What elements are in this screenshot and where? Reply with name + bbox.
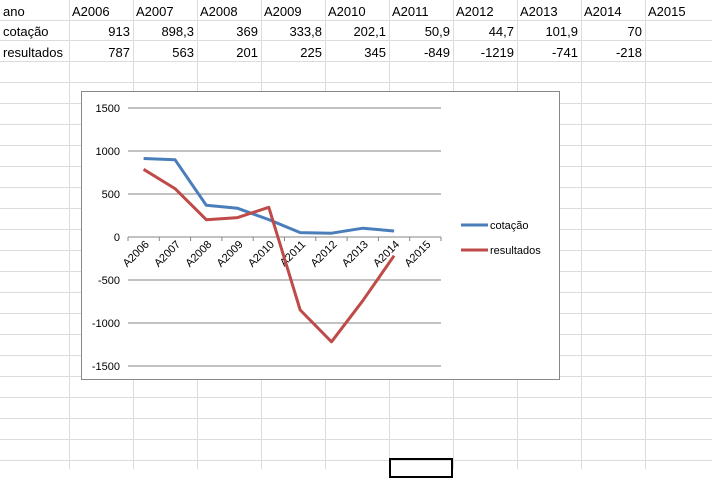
series-line-1 (142, 168, 396, 344)
value-cell[interactable]: 50,9 (424, 24, 450, 39)
value-cell[interactable]: -218 (615, 44, 642, 60)
value-cell[interactable]: 225 (300, 44, 322, 60)
value-cell[interactable]: 369 (236, 24, 258, 39)
y-tick-label: -1000 (92, 318, 120, 330)
value-cell[interactable]: 44,7 (488, 24, 514, 39)
value-cell[interactable]: 563 (172, 44, 194, 60)
value-cell[interactable]: 101,9 (545, 24, 578, 39)
line-chart[interactable]: 1500 1000 500 0 -500 -1000 -1500 A2006 A2007 A200… (81, 91, 560, 380)
row-gridline (0, 460, 712, 461)
value-cell[interactable]: -849 (423, 44, 450, 60)
row-gridline (0, 40, 712, 41)
x-tick-label: A2009 (215, 239, 246, 270)
series-line-0 (143, 157, 395, 235)
x-tick-label: A2015 (402, 239, 433, 270)
y-tick-label: 0 (114, 232, 120, 244)
row-gridline (0, 82, 712, 83)
x-tick-label: A2012 (309, 239, 340, 270)
header-cell[interactable]: A2013 (520, 3, 558, 19)
header-cell[interactable]: A2014 (584, 3, 622, 19)
value-cell[interactable] (645, 21, 712, 42)
value-cell[interactable]: 345 (364, 44, 386, 60)
header-cell[interactable]: A2012 (456, 3, 494, 19)
legend-label: cotação (490, 220, 529, 232)
x-tick-label: A2008 (183, 239, 214, 270)
header-cell[interactable]: A2007 (136, 3, 174, 19)
value-cell[interactable]: 333,8 (289, 24, 322, 39)
header-cell[interactable]: A2006 (72, 3, 110, 19)
row-gridline (0, 61, 712, 62)
header-cell[interactable]: A2008 (200, 3, 238, 19)
value-cell[interactable]: 898,3 (161, 24, 194, 39)
y-tick-label: -500 (98, 275, 120, 287)
header-cell[interactable]: A2009 (264, 3, 302, 19)
value-cell[interactable]: 201 (236, 44, 258, 60)
header-cell[interactable]: ano (3, 3, 25, 19)
row-label-cell[interactable]: resultados (3, 44, 63, 60)
y-tick-label: 500 (102, 189, 120, 201)
column-gridline (69, 0, 70, 469)
x-tick-label: A2013 (340, 239, 371, 270)
row-label-cell[interactable]: cotação (3, 24, 49, 39)
value-cell[interactable]: 202,1 (353, 24, 386, 39)
row-gridline (0, 418, 712, 419)
column-gridline (581, 0, 582, 469)
header-cell[interactable]: A2010 (328, 3, 366, 19)
x-tick-label: A2006 (121, 239, 152, 270)
value-cell[interactable] (645, 42, 712, 63)
column-gridline (645, 0, 646, 469)
legend-label: resultados (490, 245, 541, 257)
row-gridline (0, 397, 712, 398)
header-cell[interactable]: A2015 (648, 3, 686, 19)
selected-cell[interactable] (389, 458, 453, 478)
value-cell[interactable]: 787 (108, 44, 130, 60)
y-tick-label: 1000 (96, 146, 120, 158)
x-tick-label: A2007 (152, 239, 183, 270)
y-tick-label: -1500 (92, 361, 120, 373)
x-tick-label: A2010 (246, 239, 277, 270)
value-cell[interactable]: 70 (627, 24, 642, 39)
value-cell[interactable]: -741 (551, 44, 578, 60)
value-cell[interactable]: -1219 (480, 44, 514, 60)
row-gridline (0, 439, 712, 440)
row-gridline (0, 20, 712, 21)
value-cell[interactable]: 913 (108, 24, 130, 39)
y-tick-label: 1500 (96, 103, 120, 115)
header-cell[interactable]: A2011 (392, 3, 429, 19)
